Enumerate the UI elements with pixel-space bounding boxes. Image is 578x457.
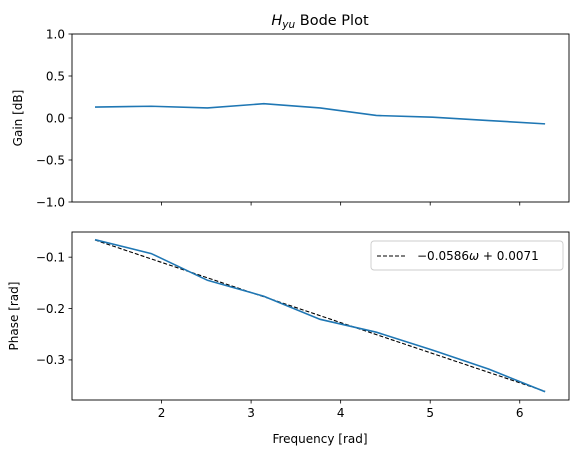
gain-y-axis-label: Gain [dB] <box>11 90 25 147</box>
x-tick-label: 5 <box>426 406 434 420</box>
x-tick-label: 3 <box>247 406 255 420</box>
y-tick-label: −1.0 <box>36 195 65 209</box>
x-tick-label: 6 <box>516 406 524 420</box>
legend-box <box>370 240 564 271</box>
y-tick-label: −0.1 <box>36 250 65 264</box>
y-tick-label: 0.5 <box>46 69 65 83</box>
phase-y-axis-label: Phase [rad] <box>7 282 21 351</box>
y-tick-label: 1.0 <box>46 27 65 41</box>
gain-series-line <box>94 102 546 125</box>
gain-panel: −1.0 −0.5 0.0 0.5 1.0 Gain [dB] <box>11 27 570 209</box>
phase-x-ticks: 2 3 4 5 6 <box>158 400 524 420</box>
phase-y-ticks: −0.3 −0.2 −0.1 <box>36 250 72 367</box>
legend: −0.0586ω + 0.0071 <box>370 240 564 271</box>
phase-panel: −0.3 −0.2 −0.1 2 3 4 5 6 Phase [rad] Frequency… <box>7 231 570 446</box>
y-tick-label: −0.2 <box>36 302 65 316</box>
gain-y-ticks: −1.0 −0.5 0.0 0.5 1.0 <box>36 27 72 209</box>
phase-fit-line <box>94 239 546 392</box>
x-axis-label: Frequency [rad] <box>272 432 367 446</box>
legend-label-fit: −0.0586ω + 0.0071 <box>417 249 539 263</box>
phase-axes-frame <box>71 231 570 401</box>
x-tick-label: 2 <box>158 406 166 420</box>
gain-x-ticks <box>161 202 521 206</box>
phase-series-line <box>94 238 546 393</box>
x-tick-label: 4 <box>337 406 345 420</box>
y-tick-label: −0.5 <box>36 153 65 167</box>
y-tick-label: −0.3 <box>36 353 65 367</box>
chart-title: Hyu Bode Plot <box>271 13 369 31</box>
y-tick-label: 0.0 <box>46 111 65 125</box>
